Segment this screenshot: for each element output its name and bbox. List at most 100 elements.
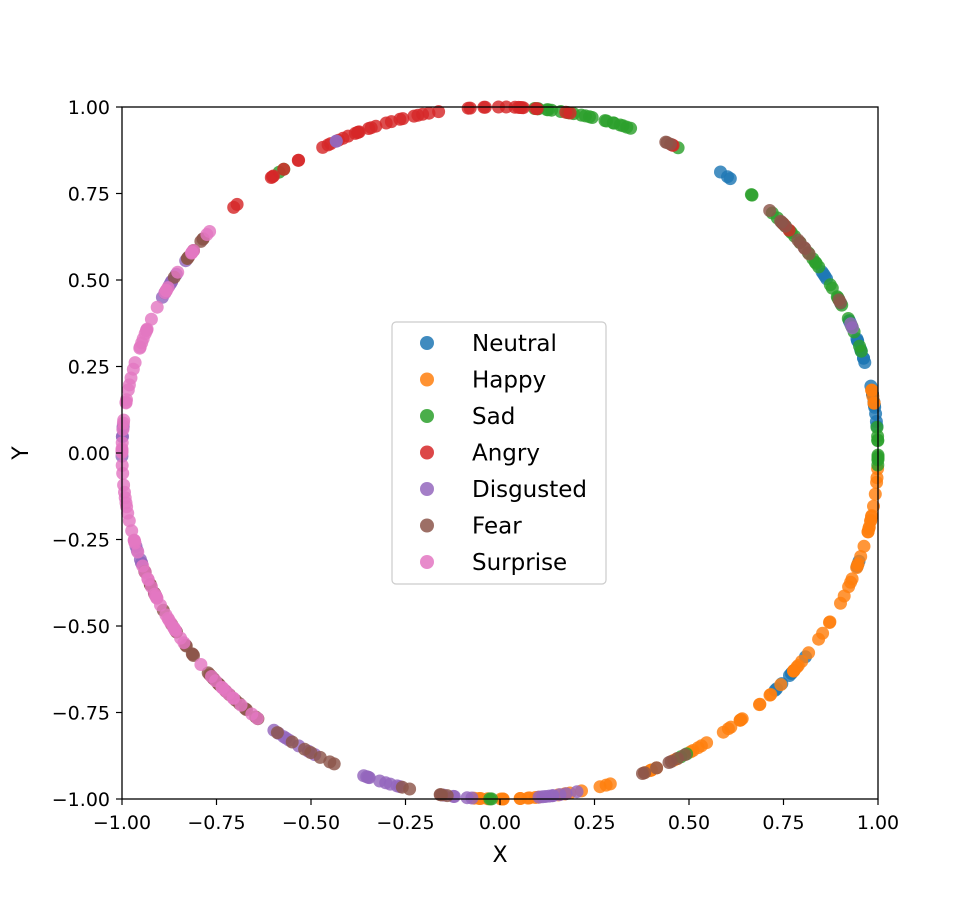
data-point-surprise [150,300,164,314]
data-point-surprise [194,658,208,671]
points-layer [115,100,885,806]
x-tick-label: −1.00 [93,812,151,834]
data-point-angry [529,102,543,116]
x-tick-label: −0.25 [376,812,434,834]
legend-label-neutral: Neutral [472,331,557,357]
data-point-angry [351,126,364,139]
data-point-sad [853,339,866,353]
data-point-happy [865,510,878,524]
data-point-angry [396,112,410,126]
legend-marker-fear [420,518,434,533]
data-point-neutral [714,165,727,179]
legend-marker-disgusted [420,482,434,496]
data-point-happy [812,632,826,646]
data-point-fear [304,746,318,760]
data-point-fear [678,748,692,762]
data-point-neutral [723,172,737,186]
data-point-surprise [159,284,173,298]
data-point-surprise [138,327,152,341]
data-point-angry [266,170,279,184]
data-point-happy [691,741,705,755]
data-point-surprise [133,341,147,355]
data-point-surprise [174,631,188,645]
data-point-surprise [203,225,217,238]
data-point-disgusted [542,789,556,803]
y-tick-label: −0.25 [52,530,110,552]
legend-label-angry: Angry [472,441,540,467]
data-point-surprise [117,478,131,492]
data-point-fear [434,788,447,802]
x-tick-label: −0.75 [187,812,245,834]
x-tick-label: 1.00 [857,812,899,834]
data-point-surprise [144,312,158,326]
y-tick-label: −0.75 [52,703,110,725]
x-tick-label: 0.00 [479,812,521,834]
data-point-sad [825,281,839,295]
legend-label-happy: Happy [472,368,546,394]
data-point-surprise [119,396,133,410]
data-point-surprise [245,707,259,721]
data-point-angry [407,109,421,123]
data-point-angry [384,115,398,129]
y-axis-ticks: −1.00 −0.75 −0.50 −0.25 0.00 0.25 0.50 0.75 1.00 [52,97,122,811]
data-point-happy [603,777,617,791]
legend-marker-angry [420,445,434,460]
x-tick-label: 0.75 [762,812,804,834]
data-point-surprise [149,589,163,603]
data-point-happy [795,654,809,668]
legend-label-surprise: Surprise [472,550,567,576]
data-point-happy [857,539,871,553]
data-point-fear [660,136,674,150]
data-point-fear [638,766,652,780]
data-point-fear [395,780,409,794]
data-point-fear [664,755,678,768]
data-point-fear [798,242,812,256]
data-point-happy [764,688,778,701]
y-tick-label: −1.00 [52,789,110,811]
data-point-fear [285,735,299,749]
legend: Neutral Happy Sad Angry Disgusted Fear Surpris… [391,321,607,585]
data-point-disgusted [845,321,859,335]
data-point-surprise [126,362,140,376]
data-point-surprise [118,491,132,505]
x-tick-label: −0.50 [282,812,340,834]
data-point-disgusted [360,770,374,784]
y-tick-label: 0.50 [68,270,110,292]
data-point-sad [745,188,759,202]
data-point-angry [291,153,305,167]
data-point-surprise [116,423,130,437]
x-tick-label: 0.25 [573,812,615,834]
data-point-happy [870,475,884,489]
y-tick-label: 1.00 [68,97,110,119]
data-point-angry [432,105,446,119]
data-point-disgusted [329,134,343,148]
x-axis-label: X [492,843,507,868]
legend-marker-neutral [420,336,434,350]
data-point-surprise [121,383,135,397]
y-axis-label: Y [9,446,34,461]
data-point-happy [844,575,858,589]
x-axis-ticks: −1.00 −0.75 −0.50 −0.25 0.00 0.25 0.50 0.75 1.00 [93,799,899,834]
data-point-fear [323,755,337,769]
data-point-disgusted [460,791,474,805]
data-point-happy [593,780,607,794]
y-tick-label: 0.00 [68,443,110,465]
data-point-surprise [215,680,229,694]
y-tick-label: 0.75 [68,184,110,206]
data-point-fear [270,726,284,740]
data-point-surprise [167,620,181,634]
data-point-happy [867,499,880,513]
data-point-happy [823,615,837,629]
data-point-angry [230,197,244,211]
data-point-surprise [185,246,198,260]
data-point-happy [850,561,864,575]
data-point-sad [624,121,638,135]
y-tick-label: −0.50 [52,616,110,638]
data-point-angry [277,162,291,176]
data-point-angry [364,121,378,135]
data-point-fear [774,214,788,228]
data-point-surprise [159,608,173,622]
data-point-happy [837,589,851,603]
data-point-surprise [117,413,131,427]
legend-marker-happy [420,372,434,387]
